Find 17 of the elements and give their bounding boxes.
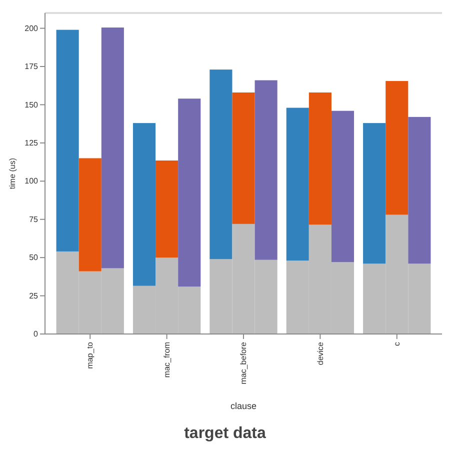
x-tick-label: mac_from xyxy=(162,342,172,378)
y-tick-label: 50 xyxy=(29,253,39,262)
x-tick-label: c xyxy=(392,342,402,346)
text: target data xyxy=(184,425,266,442)
y-tick-label: 200 xyxy=(24,24,39,33)
x-tick-label: map_to xyxy=(86,341,95,369)
y-tick-label: 150 xyxy=(24,100,39,110)
y-tick-label: 125 xyxy=(24,138,39,148)
x-tick-label: mac_before xyxy=(239,341,248,384)
y-axis-title: time (us) xyxy=(8,158,17,190)
x-axis-title: clause xyxy=(230,401,257,411)
y-tick-label: 25 xyxy=(29,291,39,300)
x-tick-label: device xyxy=(316,341,325,366)
y-tick-label: 175 xyxy=(24,62,39,72)
y-tick-label: 100 xyxy=(24,176,39,186)
y-tick-label: 0 xyxy=(34,330,39,339)
y-tick-label: 75 xyxy=(29,214,39,224)
